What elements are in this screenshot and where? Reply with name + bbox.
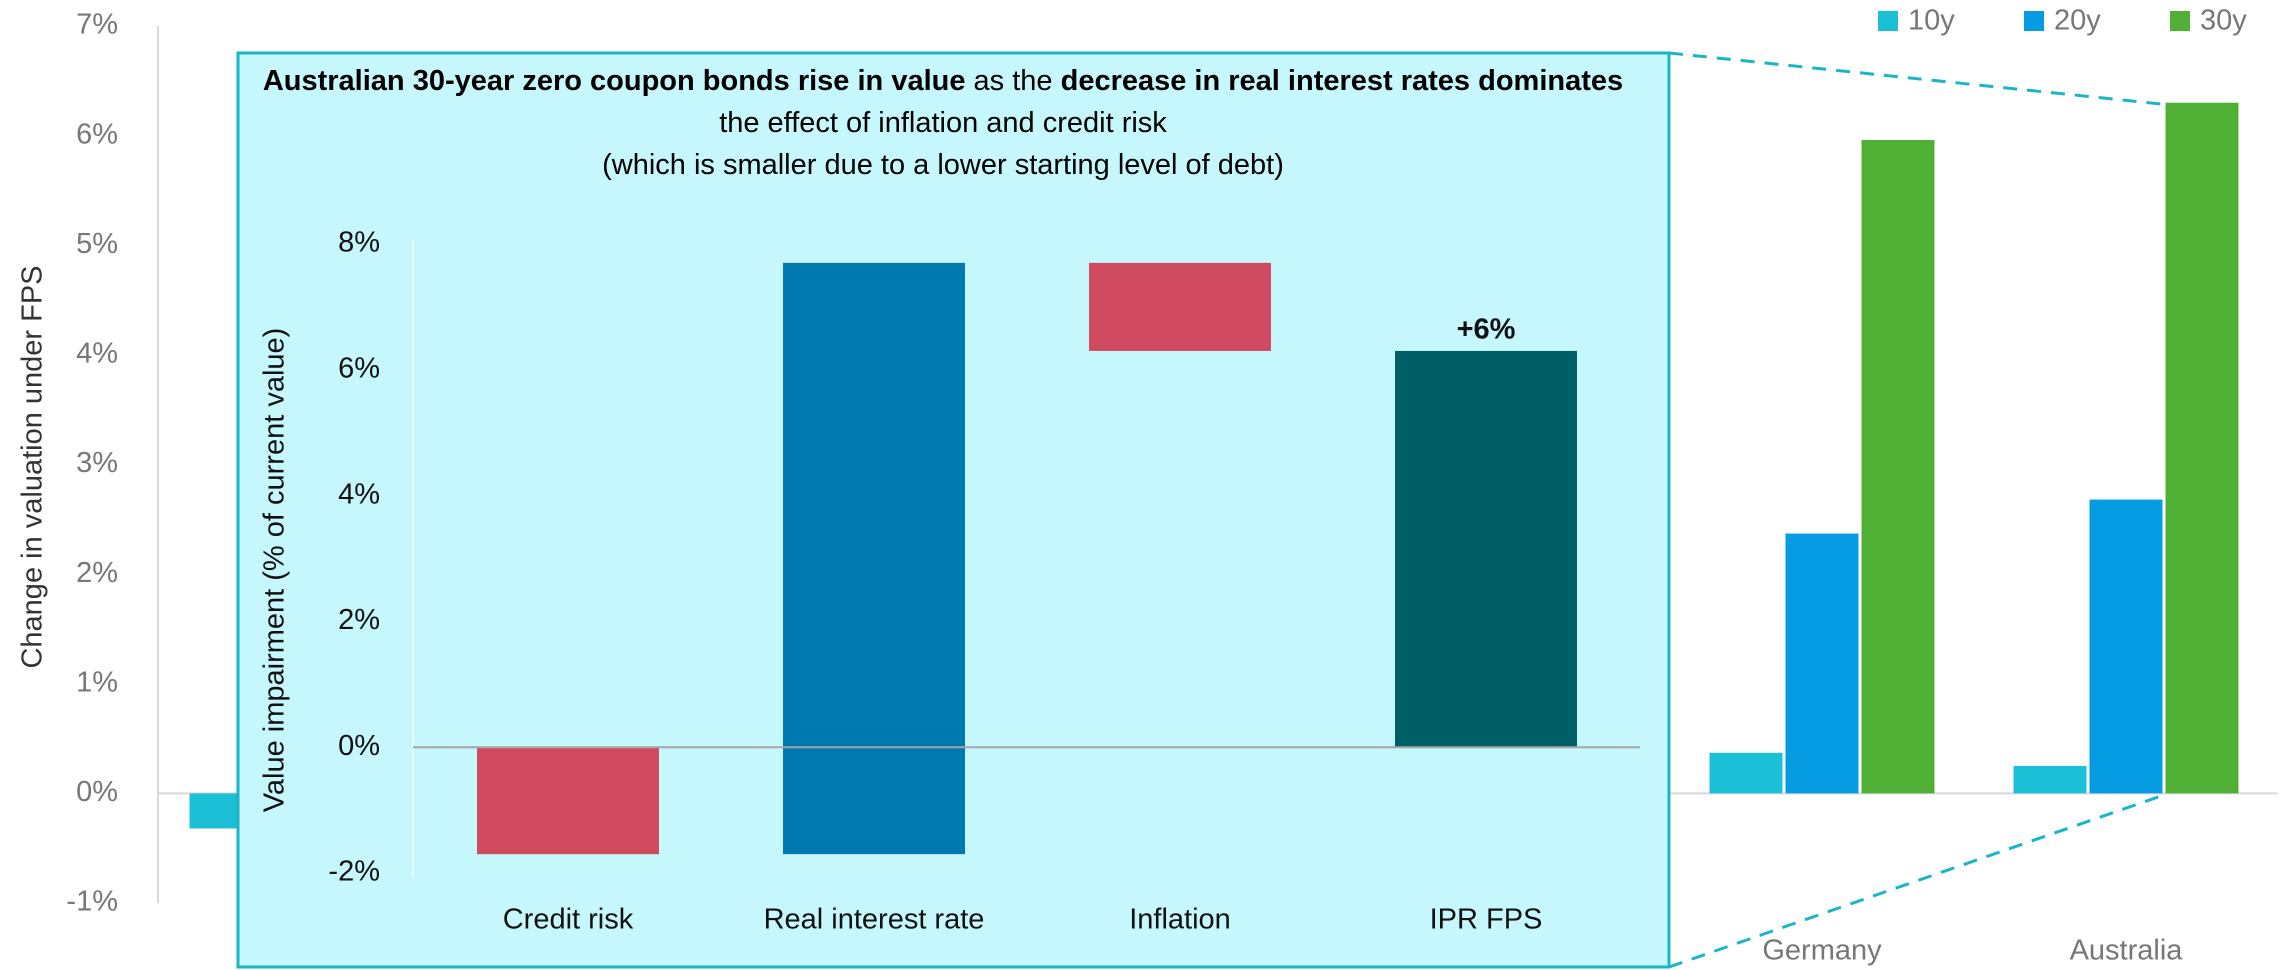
zoom-line [1668, 51, 2162, 106]
bar [1785, 533, 1859, 794]
y-tick-label: 1% [76, 666, 118, 698]
x-tick-label: Inflation [1129, 904, 1231, 936]
bar [1089, 262, 1271, 351]
y-tick-label: 3% [76, 447, 118, 479]
bar [2013, 765, 2087, 794]
bar [1709, 752, 1783, 794]
y-axis-label: Value impairment (% of current value) [259, 328, 291, 813]
inset-title: Australian 30-year zero coupon bonds ris… [258, 60, 1628, 186]
title-segment: Australian 30-year zero coupon bonds ris… [262, 65, 966, 97]
bar [477, 747, 659, 855]
y-tick-label: 7% [76, 9, 118, 41]
x-tick-label: Real interest rate [764, 904, 985, 936]
bar [1395, 350, 1577, 748]
legend-label: 10y [1908, 5, 1955, 37]
y-tick-label: 2% [76, 557, 118, 589]
y-tick-label: 4% [338, 478, 380, 510]
y-tick-label: -1% [66, 886, 118, 918]
bar [2165, 102, 2239, 794]
y-tick-label: 0% [338, 730, 380, 762]
x-tick-label: Credit risk [503, 904, 634, 936]
y-tick-label: 6% [76, 118, 118, 150]
y-tick-label: 4% [76, 338, 118, 370]
y-tick-label: 6% [338, 352, 380, 384]
x-tick-label: Australia [2070, 935, 2184, 967]
y-tick-label: -2% [328, 856, 380, 888]
legend-label: 30y [2200, 5, 2247, 37]
bar [2089, 499, 2163, 794]
data-label: +6% [1457, 314, 1516, 346]
bar [783, 262, 965, 855]
y-tick-label: 2% [338, 604, 380, 636]
y-tick-label: 0% [76, 776, 118, 808]
title-segment: the effect of inflation and credit risk [719, 107, 1167, 139]
legend-swatch [1878, 11, 1898, 31]
y-axis-label: Change in valuation under FPS [17, 265, 49, 668]
x-tick-label: IPR FPS [1430, 904, 1543, 936]
zoom-line [1668, 794, 2162, 969]
y-tick-label: 5% [76, 228, 118, 260]
x-tick-label: Germany [1762, 935, 1882, 967]
inset-subtitle: (which is smaller due to a lower startin… [602, 149, 1284, 181]
title-segment: as the [965, 65, 1061, 97]
bar [1861, 140, 1935, 794]
legend-swatch [2170, 11, 2190, 31]
y-tick-label: 8% [338, 227, 380, 259]
title-line: Australian 30-year zero coupon bonds ris… [263, 65, 1623, 139]
legend-swatch [2024, 11, 2044, 31]
title-segment: decrease in real interest rates dominate… [1060, 65, 1624, 97]
legend-label: 20y [2054, 5, 2101, 37]
